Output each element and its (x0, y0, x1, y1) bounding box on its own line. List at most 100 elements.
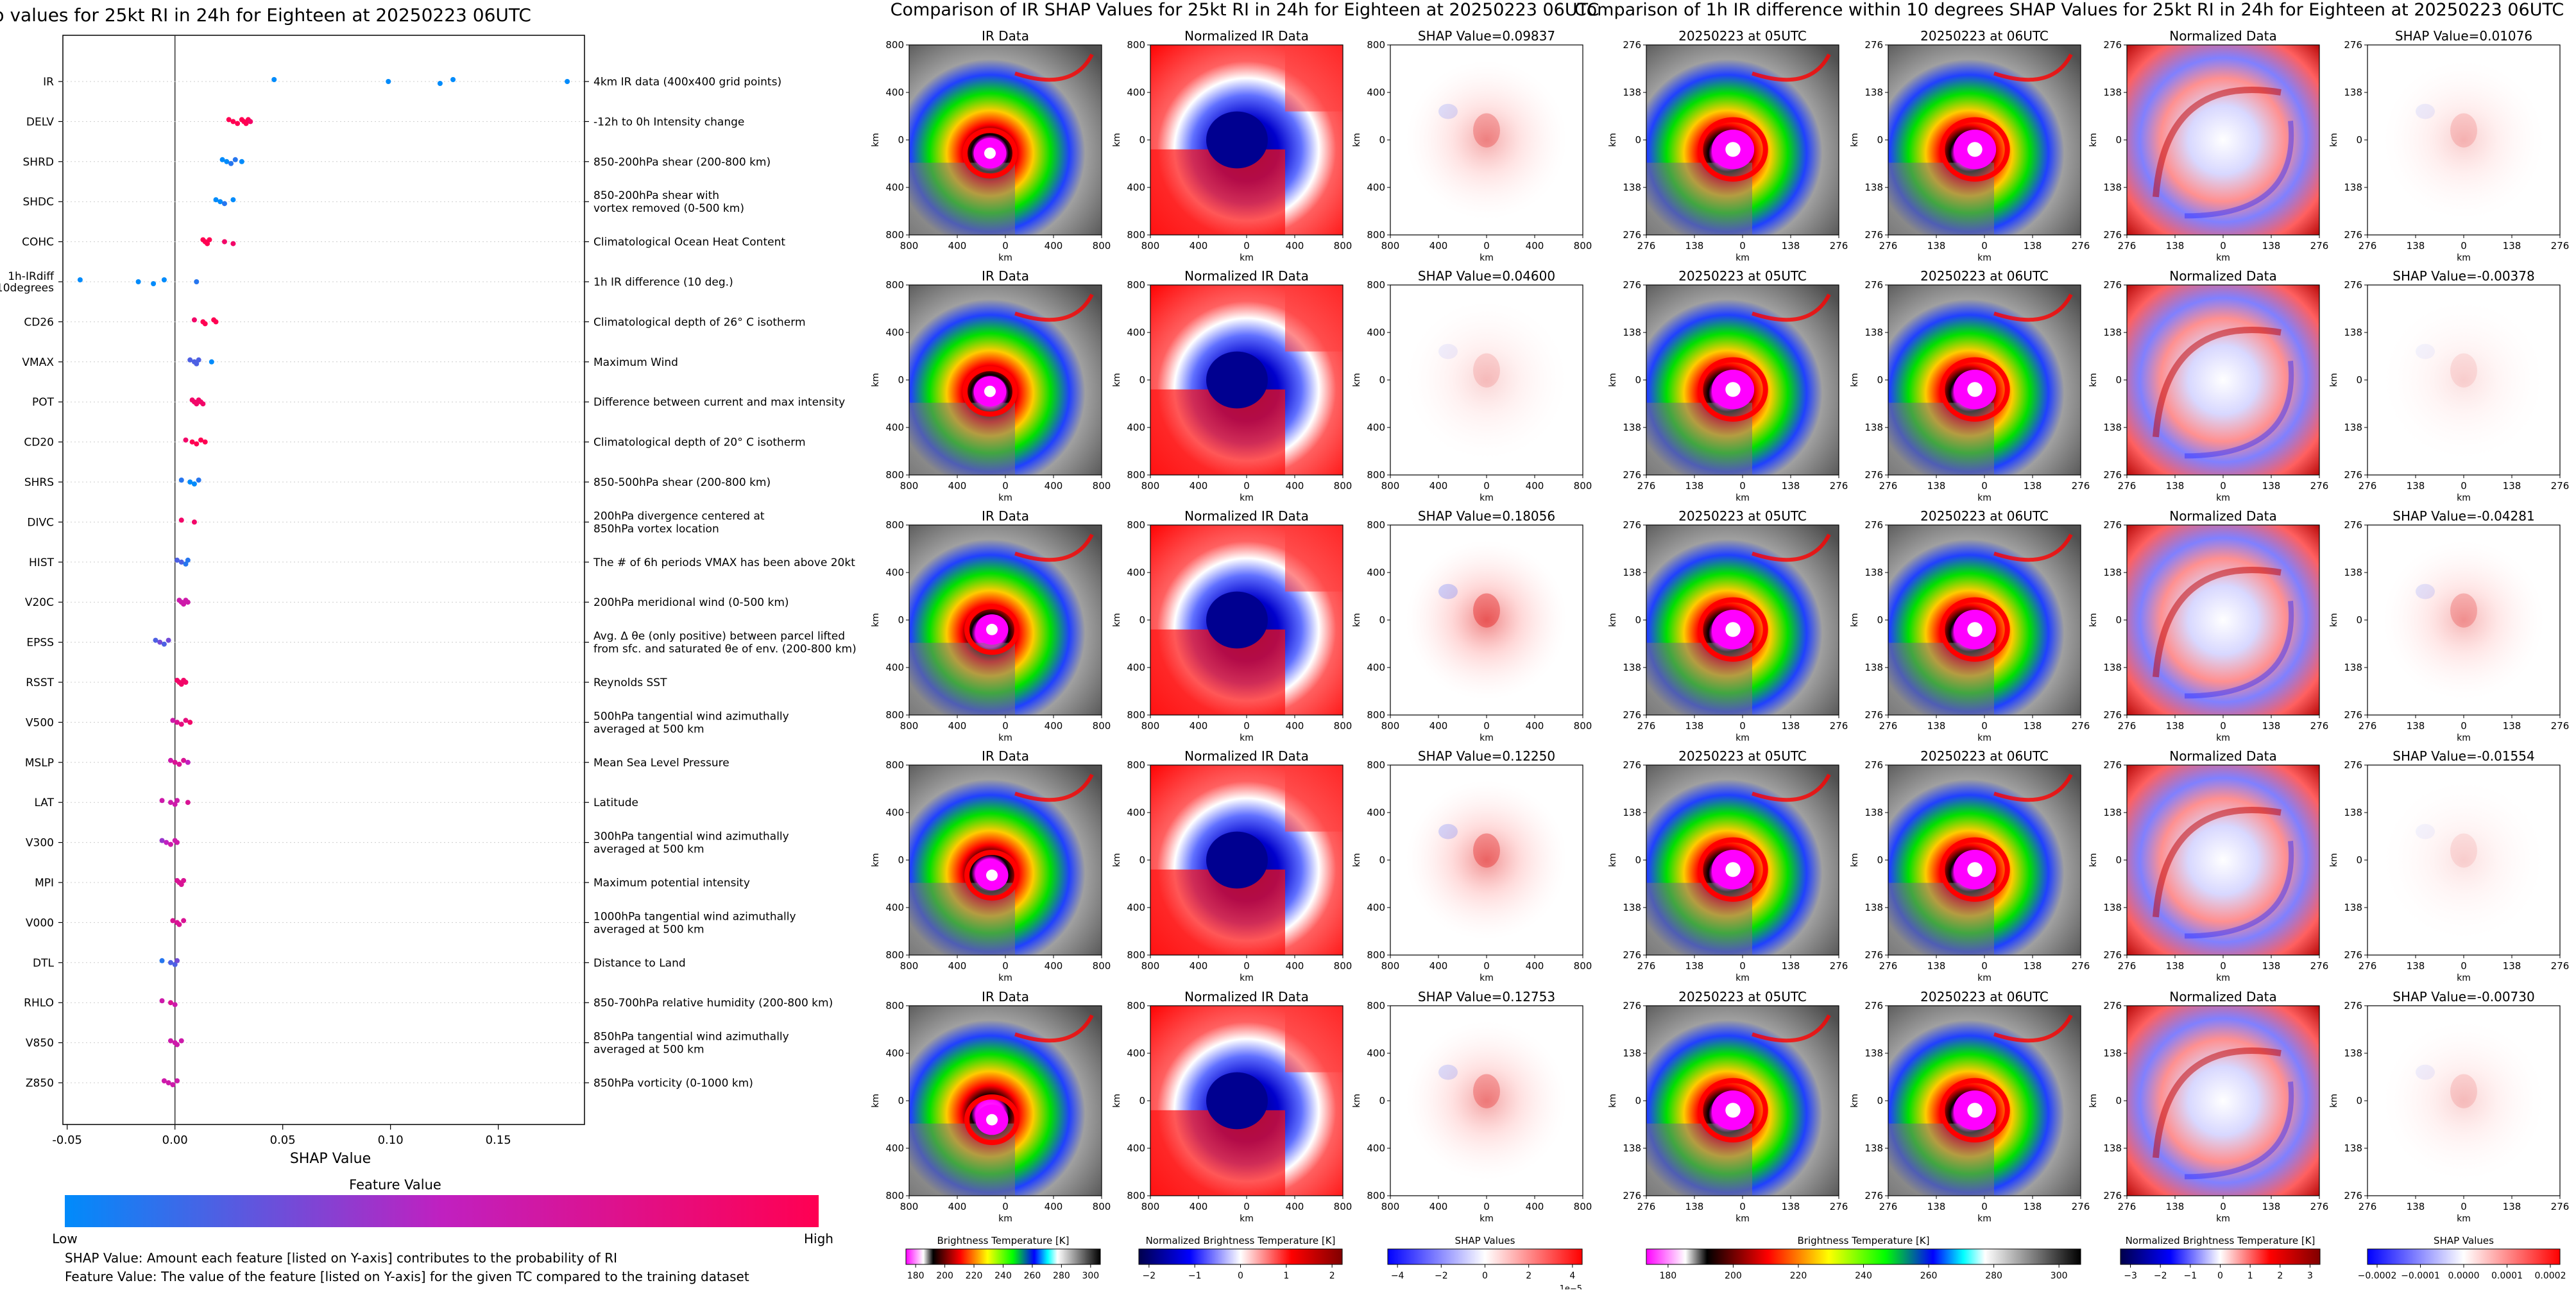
y-tick-label: 276 (1623, 759, 1641, 771)
shap-point (175, 840, 180, 845)
y-axis-label: km (1112, 133, 1122, 147)
text-line: 850-200hPa shear (200-800 km) (593, 156, 771, 169)
x-tick-label: 276 (1879, 720, 1898, 732)
x-tick-label: 276 (2310, 480, 2329, 492)
y-tick-label: 0 (1379, 134, 1385, 146)
y-tick-label: 800 (1367, 469, 1385, 481)
colorbar-tick-label: −4 (1391, 1271, 1404, 1281)
y-tick-label: 276 (1623, 39, 1641, 51)
panel-title: Normalized Data (2169, 508, 2277, 524)
x-tick-label: 400 (1045, 1201, 1063, 1212)
y-tick-label: 138 (1623, 182, 1641, 193)
land-area (909, 883, 1015, 955)
y-axis-label: km (1608, 373, 1618, 387)
warm-region (1150, 629, 1285, 715)
eyewall-ring (1940, 117, 2010, 182)
y-axis-label: km (1112, 1094, 1122, 1108)
shap-point (183, 437, 189, 443)
y-tick-label: 0 (898, 374, 904, 386)
y-tick-label: 0 (1379, 614, 1385, 626)
x-tick-label: 138 (2262, 480, 2281, 492)
x-tick-label: 276 (1637, 480, 1656, 492)
y-tick-label: 800 (1127, 709, 1145, 721)
cold-core (1206, 111, 1268, 169)
y-tick-label: 138 (1864, 182, 1883, 193)
y-tick-label: 400 (885, 902, 904, 913)
panel-title: SHAP Value=-0.04281 (2393, 508, 2534, 524)
x-axis-label: km (998, 253, 1012, 263)
y-tick-label: 0 (2115, 1095, 2122, 1107)
text-line: averaged at 500 km (593, 723, 704, 736)
y-tick-label: 138 (1623, 1142, 1641, 1154)
shap-heat (2367, 285, 2560, 475)
feature-description: 850-500hPa shear (200-800 km) (593, 476, 771, 489)
y-tick-label: 800 (1127, 39, 1145, 51)
panel-title: 20250223 at 05UTC (1678, 28, 1807, 44)
y-tick-label: 138 (1864, 807, 1883, 818)
x-tick-label: 800 (1093, 240, 1111, 252)
x-tick-label: 138 (2407, 1201, 2425, 1212)
text-line: COHC (22, 236, 54, 249)
colorbar-tick-label: 0.0002 (2535, 1271, 2566, 1281)
eyewall-ring (964, 850, 1019, 901)
x-tick-label: 800 (1141, 240, 1160, 252)
x-tick-label: 138 (2407, 960, 2425, 972)
text-line: DELV (26, 116, 54, 128)
feature-label: SHRD (23, 156, 54, 169)
x-tick-label: 138 (1927, 1201, 1946, 1212)
shap-coldspot (1438, 583, 1458, 599)
colorbar (905, 1248, 1101, 1265)
y-tick-label: 138 (1864, 567, 1883, 578)
x-tick-label: 276 (2551, 720, 2570, 732)
x-tick-label: 400 (1429, 240, 1448, 252)
shap-point (151, 281, 157, 286)
spiral-band (2153, 327, 2282, 438)
feature-label: MPI (35, 877, 54, 890)
shap-point (565, 79, 570, 84)
colorbar-tick-label: 280 (1053, 1271, 1070, 1281)
spiral-band-blue (2184, 840, 2294, 939)
colorbar-tick-label: 260 (1024, 1271, 1041, 1281)
y-tick-label: 276 (1623, 469, 1641, 481)
colorbar-tick-label: 4 (1569, 1271, 1575, 1281)
y-tick-label: 800 (1367, 519, 1385, 531)
feature-description: Climatological depth of 26° C isotherm (593, 316, 806, 329)
y-axis-label: km (1850, 133, 1860, 147)
warm-corner (1285, 45, 1343, 112)
colorbar-tick-label: 2 (2277, 1271, 2283, 1281)
eyewall-ring (1698, 597, 1768, 662)
x-tick-label: 0 (1243, 1201, 1250, 1212)
rainband (1014, 1014, 1094, 1043)
panel-title: 20250223 at 05UTC (1678, 268, 1807, 284)
x-axis-label: km (1480, 493, 1494, 503)
colorbar-tick-label: 3 (2307, 1271, 2313, 1281)
rainband (1752, 53, 1831, 82)
y-tick-label: 276 (2103, 949, 2122, 961)
colorbar-tick-label: 220 (966, 1271, 983, 1281)
shap-point (178, 1038, 184, 1044)
y-tick-label: 400 (1127, 902, 1145, 913)
eyewall-ring (1698, 357, 1768, 422)
y-axis-label: km (2329, 373, 2339, 387)
beeswarm-xlabel: SHAP Value (290, 1151, 371, 1167)
y-axis-label: km (1850, 1094, 1860, 1108)
y-tick-label: 138 (2103, 567, 2122, 578)
land-area (1888, 402, 1994, 475)
shap-point (194, 361, 200, 366)
x-tick-label: 0 (1981, 960, 1988, 972)
y-tick-label: 276 (2103, 709, 2122, 721)
y-axis-label: km (1850, 613, 1860, 627)
eye (1725, 142, 1741, 157)
shap-point (226, 117, 232, 123)
colorbar-title: SHAP Values (1455, 1235, 1515, 1246)
x-axis-label: km (2216, 973, 2230, 983)
x-tick-label: 138 (1782, 240, 1800, 252)
x-axis-label: km (1480, 973, 1494, 983)
colorbar-tick-label: 0 (1482, 1271, 1488, 1281)
shap-hotspot (1473, 113, 1500, 148)
rainband (1993, 293, 2073, 322)
feature-description: The # of 6h periods VMAX has been above … (593, 556, 855, 569)
x-tick-label: 400 (1526, 1201, 1544, 1212)
